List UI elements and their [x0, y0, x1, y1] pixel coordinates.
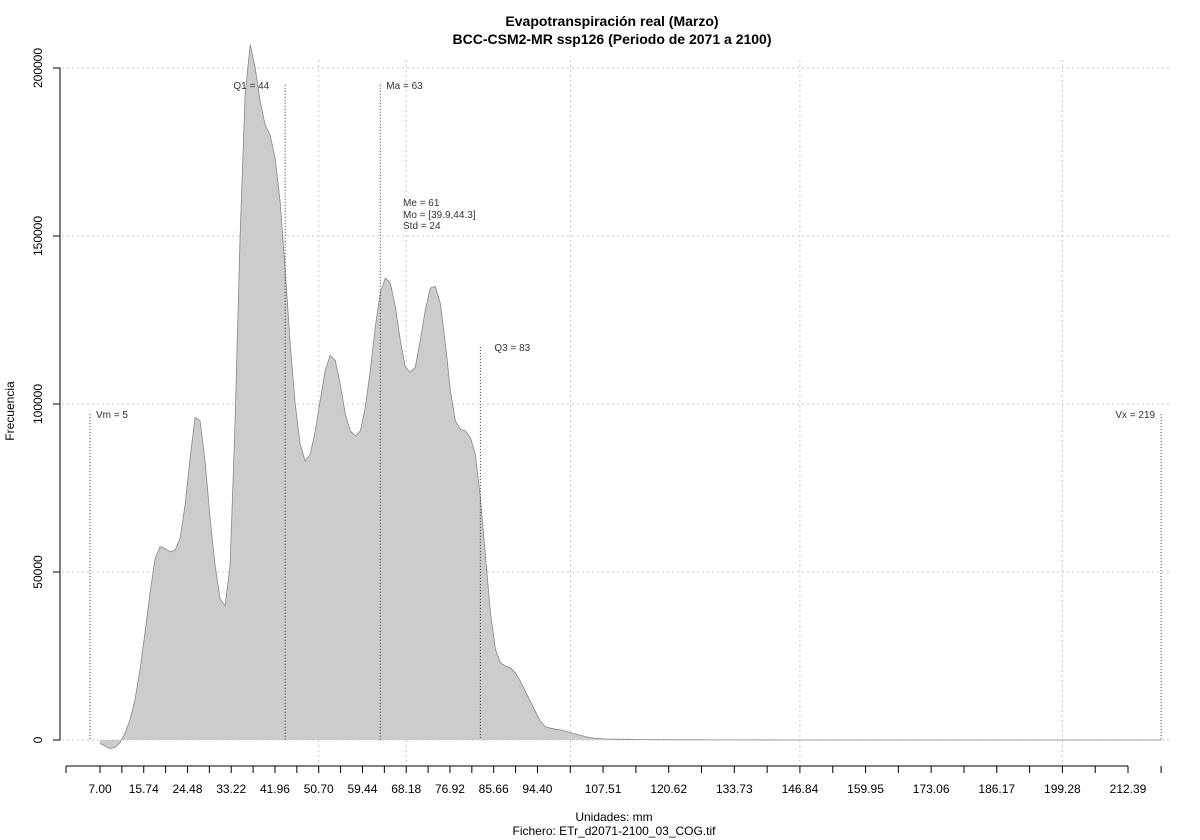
x-tick-label: 94.40: [522, 782, 552, 796]
density-fill: [100, 44, 1162, 749]
density-outline: [99, 44, 1162, 749]
x-tick-label: 41.96: [260, 782, 290, 796]
x-tick-label: 24.48: [172, 782, 202, 796]
x-tick-label: 199.28: [1044, 782, 1081, 796]
x-tick-label: 107.51: [585, 782, 622, 796]
annotation-lines: Q1 = 44 Ma = 63 Q3 = 83 Vm = 5 Vx = 219: [89, 81, 1162, 740]
x-tick-label: 159.95: [847, 782, 884, 796]
x-tick-label: 146.84: [782, 782, 819, 796]
x-tick-label: 68.18: [391, 782, 421, 796]
x-tick-label: 59.44: [347, 782, 377, 796]
chart-subtitle: BCC-CSM2-MR ssp126 (Periodo de 2071 a 21…: [453, 31, 772, 47]
y-tick-label: 100000: [31, 384, 45, 424]
x-tick-label: 50.70: [304, 782, 334, 796]
chart-title: Evapotranspiración real (Marzo): [505, 13, 718, 29]
footer-filename: Fichero: ETr_d2071-2100_03_COG.tif: [513, 824, 717, 838]
x-tick-label: 212.39: [1110, 782, 1147, 796]
y-tick-label: 200000: [31, 48, 45, 88]
y-axis-label: Frecuencia: [3, 381, 17, 441]
x-axis-label: Unidades: mm: [575, 810, 652, 824]
x-tick-label: 76.92: [435, 782, 465, 796]
x-tick-label: 85.66: [479, 782, 509, 796]
x-tick-label: 133.73: [716, 782, 753, 796]
x-tick-label: 33.22: [216, 782, 246, 796]
y-tick-label: 0: [31, 736, 45, 743]
annotation-label-ma: Ma = 63: [386, 81, 423, 92]
stat-std: Std = 24: [403, 221, 441, 232]
x-tick-label: 7.00: [88, 782, 112, 796]
y-tick-label: 50000: [31, 555, 45, 589]
x-tick-label: 120.62: [650, 782, 687, 796]
annotation-label-vm: Vm = 5: [96, 410, 128, 421]
annotation-label-vx: Vx = 219: [1115, 410, 1155, 421]
x-tick-label: 15.74: [129, 782, 159, 796]
annotation-label-q3: Q3 = 83: [494, 343, 530, 354]
x-tick-label: 173.06: [913, 782, 950, 796]
x-tick-label: 186.17: [978, 782, 1015, 796]
stat-median: Me = 61: [403, 198, 440, 209]
axes: 0 50000 100000 150000 200000 7.00 15.74 24.48 33…: [31, 48, 1162, 796]
density-area: [99, 44, 1162, 749]
y-tick-label: 150000: [31, 216, 45, 256]
annotation-label-q1: Q1 = 44: [233, 81, 269, 92]
stat-mode: Mo = [39.9,44.3]: [403, 210, 476, 221]
